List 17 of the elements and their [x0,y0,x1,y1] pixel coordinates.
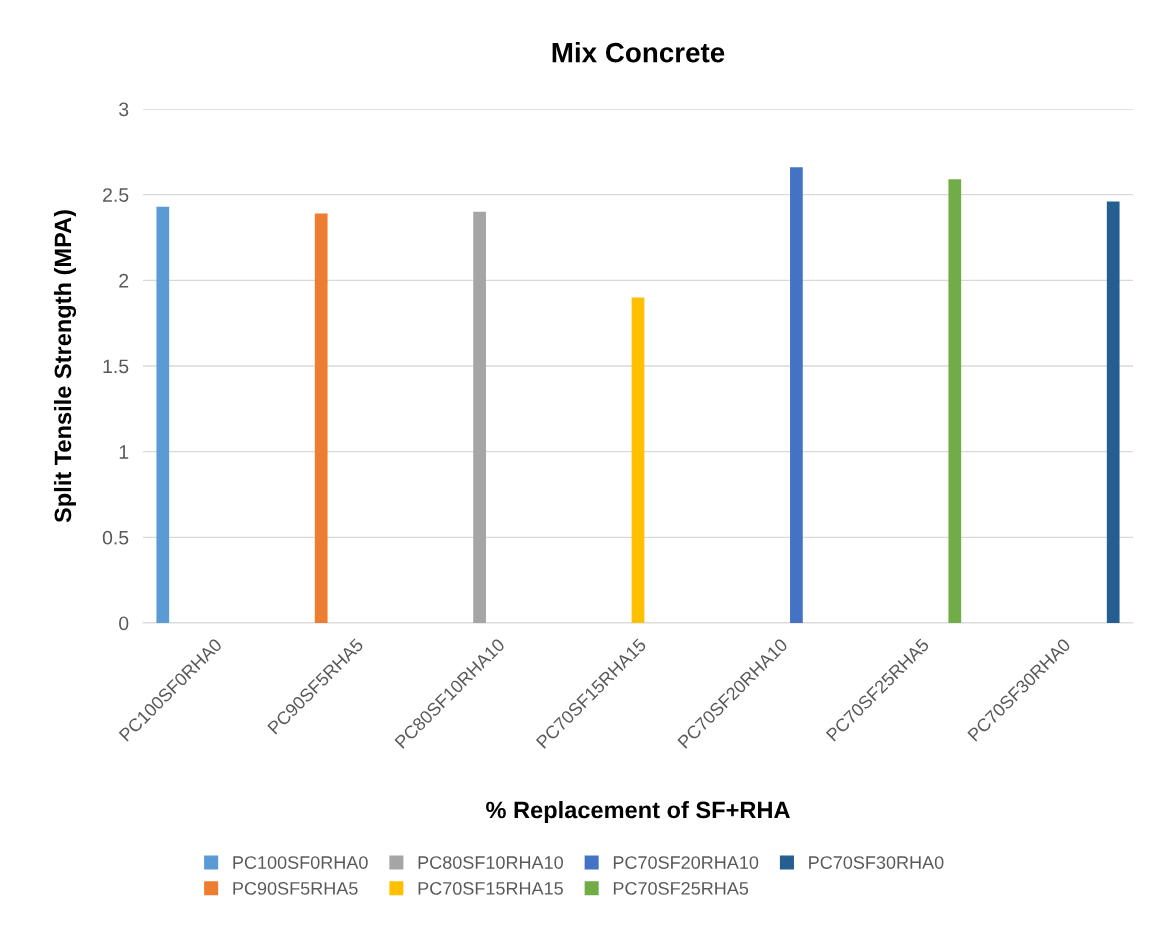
y-tick-label: 1 [119,445,129,459]
legend-label: PC70SF25RHA5 [613,881,749,895]
y-tick-label: 3 [119,102,129,117]
legend-label: PC70SF20RHA10 [613,856,759,869]
y-tick-label: 2 [119,273,129,288]
x-axis-title: % Replacement of SF+RHA [486,800,790,824]
y-tick-label: 0 [119,616,129,631]
y-tick-label: 2.5 [103,188,129,202]
y-tick-label: 0.5 [102,530,129,545]
legend-label: PC80SF10RHA10 [418,856,563,869]
legend-label: PC70SF15RHA15 [418,881,563,895]
chart-title: Mix Concrete [552,42,725,63]
legend-label: PC90SF5RHA5 [233,881,358,895]
legend-label: PC100SF0RHA0 [233,856,368,869]
legend-label: PC70SF30RHA0 [809,856,944,869]
y-tick-label: 1.5 [103,359,129,374]
y-axis-title: Split Tensile Strength (MPA) [53,210,77,523]
